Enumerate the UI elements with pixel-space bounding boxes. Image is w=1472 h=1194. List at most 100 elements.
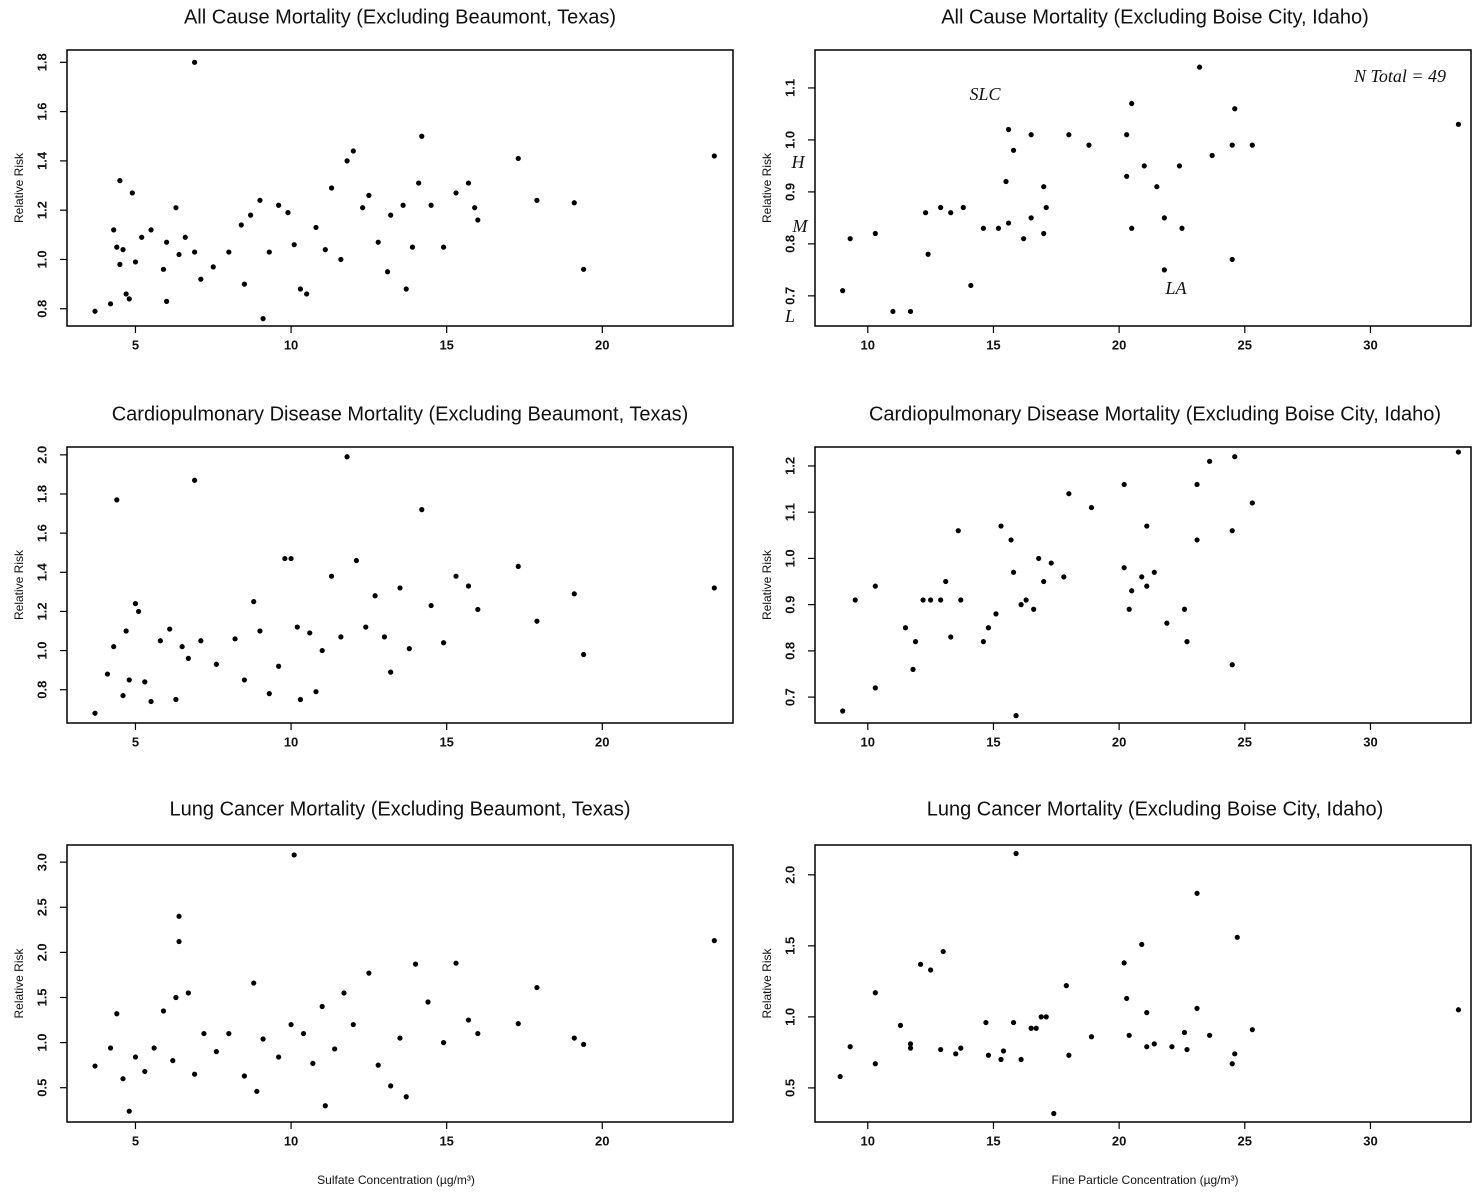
point [453, 960, 459, 966]
x-tick-label: 15 [439, 337, 453, 352]
panel-title: All Cause Mortality (Excluding Beaumont,… [184, 6, 616, 28]
y-tick-label: 0.5 [782, 1079, 797, 1097]
point [1144, 583, 1150, 589]
point [226, 1030, 232, 1037]
point [1010, 569, 1017, 575]
point [266, 691, 272, 697]
point [938, 204, 944, 211]
point [968, 282, 974, 289]
point [902, 625, 909, 631]
point [1051, 1110, 1057, 1117]
x-tick-label: 15 [986, 337, 1000, 352]
point [1207, 1032, 1213, 1038]
point [1129, 100, 1135, 107]
x-tick-label: 5 [132, 734, 139, 749]
point [176, 913, 182, 919]
x-tick-label: 5 [132, 337, 139, 352]
point [338, 634, 344, 640]
panel-title: Lung Cancer Mortality (Excluding Boise C… [927, 798, 1384, 820]
point [170, 1058, 176, 1064]
point [142, 679, 148, 685]
point [276, 1054, 282, 1060]
point [837, 1073, 843, 1080]
point [126, 296, 132, 302]
plot-frame [66, 446, 734, 724]
point [1041, 578, 1047, 585]
point [1161, 215, 1167, 221]
point [1031, 606, 1037, 612]
y-tick-label: 1.4 [34, 562, 49, 581]
x-axis-label: Fine Particle Concentration (µg/m³) [1052, 1173, 1239, 1187]
x-tick-label: 30 [1363, 337, 1377, 352]
point [1129, 225, 1135, 231]
y-axis-label: Relative Risk [12, 152, 26, 223]
point [1038, 1014, 1044, 1020]
y-axis-label: Relative Risk [760, 549, 774, 620]
plot-frame [66, 844, 734, 1123]
panel: All Cause Mortality (Excluding Beaumont,… [12, 6, 734, 352]
point [160, 266, 167, 272]
point [151, 1045, 157, 1051]
point [1126, 606, 1132, 612]
point [985, 625, 992, 631]
point [428, 602, 434, 609]
point [980, 225, 986, 231]
point [940, 948, 946, 955]
point [344, 158, 350, 164]
point [191, 59, 198, 65]
point [1249, 500, 1255, 506]
point [938, 1046, 944, 1053]
y-tick-label: 1.0 [782, 549, 797, 567]
point [581, 266, 587, 272]
y-axis-label: Relative Risk [12, 947, 26, 1018]
point [416, 180, 422, 186]
point [375, 239, 381, 245]
point [1229, 1061, 1235, 1067]
point [120, 692, 126, 699]
point [201, 1030, 207, 1037]
point [1181, 1029, 1188, 1036]
point [1139, 941, 1145, 948]
point [897, 1022, 904, 1029]
panel-title: Cardiopulmonary Disease Mortality (Exclu… [112, 403, 689, 425]
point [711, 938, 717, 944]
x-tick-label: 25 [1238, 337, 1252, 352]
point [114, 497, 120, 503]
point [1164, 620, 1170, 626]
plot-frame [814, 446, 1472, 724]
point [1124, 173, 1130, 179]
point [1229, 142, 1235, 148]
point [1232, 454, 1238, 460]
point [307, 630, 313, 636]
y-tick-label: 0.7 [782, 287, 797, 305]
point [465, 583, 472, 589]
x-tick-label: 10 [861, 734, 875, 749]
point [353, 557, 360, 564]
point [571, 200, 577, 206]
point [213, 661, 219, 667]
x-tick-label: 20 [595, 337, 609, 352]
point [276, 202, 282, 208]
point [350, 148, 356, 154]
point [139, 234, 145, 240]
y-tick-label: 0.8 [782, 642, 797, 660]
point [1154, 184, 1160, 190]
x-tick-label: 15 [986, 1133, 1000, 1148]
point [123, 628, 129, 634]
point [1207, 458, 1213, 464]
panel-title: Lung Cancer Mortality (Excluding Beaumon… [170, 798, 631, 820]
point [132, 1054, 139, 1060]
point [285, 210, 291, 216]
point [1176, 163, 1183, 169]
point [104, 671, 111, 677]
point [1179, 225, 1185, 231]
point [928, 967, 934, 973]
point [425, 999, 431, 1005]
point [948, 634, 954, 640]
point [198, 276, 204, 282]
point [173, 205, 179, 211]
point [534, 197, 540, 203]
point [475, 217, 481, 223]
y-axis-label: Relative Risk [760, 947, 774, 1018]
